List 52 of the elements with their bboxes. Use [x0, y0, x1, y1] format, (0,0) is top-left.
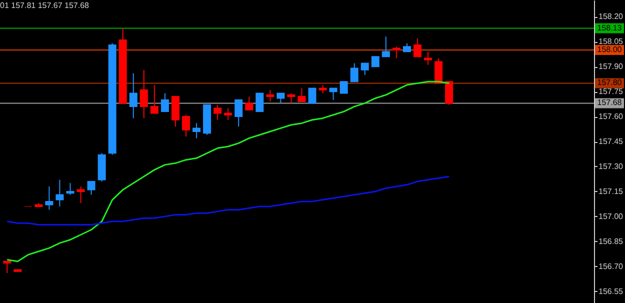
- candlestick: [424, 51, 432, 66]
- y-tick-label: 156.70: [598, 262, 624, 271]
- candlestick: [371, 56, 380, 68]
- y-tick-label: 157.45: [598, 137, 624, 146]
- candlestick: [413, 38, 422, 58]
- candlestick: [392, 46, 400, 59]
- y-tick-label: 158.20: [598, 12, 624, 22]
- candlestick: [3, 260, 12, 274]
- candlestick: [350, 62, 358, 82]
- candlestick: [150, 84, 158, 114]
- candlestick: [182, 114, 190, 138]
- candlestick: [214, 104, 222, 120]
- candlestick: [445, 81, 454, 106]
- candlestick: [360, 62, 369, 76]
- candlestick: [256, 92, 264, 112]
- y-tick-label: 157.60: [598, 112, 624, 122]
- y-tick-label: 157.00: [598, 212, 624, 221]
- candlestick: [266, 89, 274, 102]
- candlestick: [329, 88, 338, 100]
- y-tick-label: 157.75: [598, 87, 624, 96]
- candlestick: [287, 92, 296, 104]
- candlestick: [234, 99, 243, 128]
- annotation: 01 157.81 157.67 157.68: [0, 1, 90, 10]
- candlestick: [298, 88, 306, 102]
- ref-line-label: 158.13: [597, 23, 622, 32]
- y-tick-label: 156.55: [598, 286, 624, 296]
- candlestick: [171, 96, 180, 128]
- candlestick: [76, 186, 85, 204]
- ref-line-label: 157.68: [597, 98, 622, 108]
- candlestick: [434, 58, 443, 84]
- candlestick: [192, 122, 201, 139]
- candlestick: [56, 179, 64, 207]
- candlestick: [308, 88, 316, 104]
- y-tick-label: 156.85: [598, 236, 624, 246]
- y-tick-label: 157.30: [598, 162, 624, 171]
- line-series: [6, 176, 450, 226]
- y-tick-label: 157.90: [598, 62, 624, 72]
- ref-line-label: 157.80: [597, 78, 622, 88]
- candlestick: [382, 36, 390, 58]
- candlestick: [340, 81, 348, 94]
- candlestick: [66, 182, 74, 196]
- candlestick: [140, 69, 148, 119]
- y-tick-label: 157.15: [598, 186, 624, 196]
- candlestick: [87, 180, 96, 196]
- candlestick: [45, 186, 54, 210]
- y-tick-label: 158.05: [598, 37, 624, 46]
- candlestick: [245, 96, 254, 110]
- candlestick: [276, 92, 285, 104]
- ref-line-label: 158.00: [597, 44, 622, 54]
- candlestick: [129, 72, 138, 119]
- candlestick: [160, 92, 169, 112]
- candlestick: [224, 108, 232, 120]
